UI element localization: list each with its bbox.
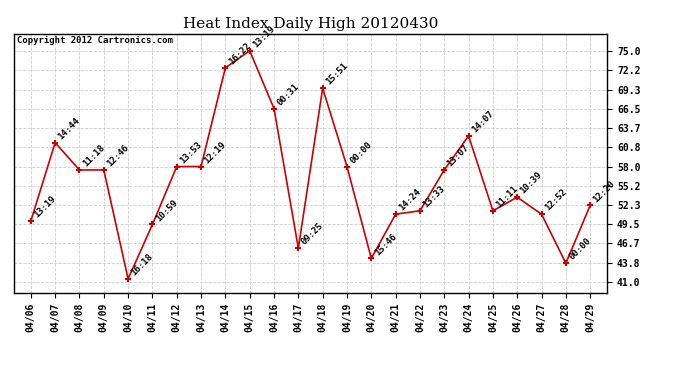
Text: 16:22: 16:22 bbox=[227, 41, 252, 66]
Text: 15:46: 15:46 bbox=[373, 232, 398, 257]
Text: 15:51: 15:51 bbox=[324, 62, 349, 87]
Text: 14:24: 14:24 bbox=[397, 188, 422, 213]
Text: 14:07: 14:07 bbox=[470, 109, 495, 135]
Title: Heat Index Daily High 20120430: Heat Index Daily High 20120430 bbox=[183, 17, 438, 31]
Text: 13:19: 13:19 bbox=[32, 194, 57, 220]
Text: 14:44: 14:44 bbox=[57, 116, 82, 141]
Text: 12:20: 12:20 bbox=[591, 178, 617, 204]
Text: 13:19: 13:19 bbox=[251, 24, 277, 50]
Text: 13:33: 13:33 bbox=[422, 184, 446, 209]
Text: 00:31: 00:31 bbox=[275, 82, 301, 107]
Text: Copyright 2012 Cartronics.com: Copyright 2012 Cartronics.com bbox=[17, 36, 172, 45]
Text: 12:46: 12:46 bbox=[105, 143, 130, 168]
Text: 12:52: 12:52 bbox=[543, 188, 569, 213]
Text: 12:19: 12:19 bbox=[202, 140, 228, 165]
Text: 09:25: 09:25 bbox=[299, 222, 325, 247]
Text: 10:39: 10:39 bbox=[519, 170, 544, 196]
Text: 00:00: 00:00 bbox=[348, 140, 374, 165]
Text: 13:53: 13:53 bbox=[178, 140, 204, 165]
Text: 10:59: 10:59 bbox=[154, 198, 179, 223]
Text: 00:00: 00:00 bbox=[567, 237, 593, 262]
Text: 11:11: 11:11 bbox=[494, 184, 520, 209]
Text: 11:18: 11:18 bbox=[81, 143, 106, 168]
Text: 16:18: 16:18 bbox=[130, 252, 155, 278]
Text: 13:07: 13:07 bbox=[446, 143, 471, 168]
